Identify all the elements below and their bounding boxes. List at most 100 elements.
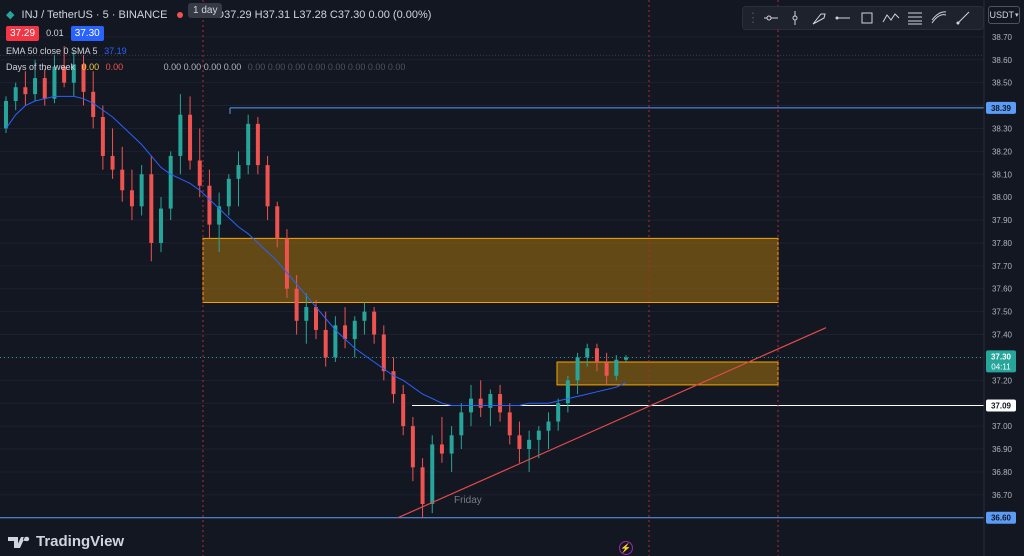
candle-body (323, 329, 328, 358)
candle-body (294, 288, 299, 321)
ohlc-values: O37.29 H37.31 L37.28 C37.30 0.00 (0.00%) (215, 9, 432, 21)
y-tick-label: 38.30 (992, 124, 1013, 133)
y-tick-label: 38.60 (992, 56, 1013, 65)
candle-body (71, 64, 76, 83)
ask-button[interactable]: 37.30 (70, 26, 104, 41)
candle-body (439, 444, 444, 454)
y-tick-label: 36.90 (992, 445, 1013, 454)
price-label: 37.09 (991, 402, 1012, 411)
candle-body (488, 394, 493, 408)
trend-line (397, 327, 827, 519)
price-label-box (986, 511, 1016, 524)
candle-body (624, 357, 628, 360)
bid-button[interactable]: 37.29 (6, 26, 40, 41)
candle-body (217, 206, 222, 225)
candle-body (265, 165, 270, 207)
candle-body (226, 178, 231, 207)
candle-body (42, 78, 47, 99)
y-tick-label: 36.80 (992, 468, 1013, 477)
candle-body (23, 87, 28, 95)
candle-body (149, 174, 154, 243)
y-tick-label: 37.50 (992, 308, 1013, 317)
y-tick-label: 38.10 (992, 170, 1013, 179)
candle-body (556, 403, 561, 422)
candle-body (352, 320, 357, 340)
candle-body (13, 87, 18, 101)
candle-body (459, 412, 464, 436)
trend-line-icon[interactable] (951, 8, 975, 28)
candle-body (207, 185, 212, 225)
ema-legend[interactable]: EMA 50 close 0 SMA 5 37.19 (6, 46, 131, 56)
candle-body (381, 334, 386, 372)
day-tooltip: 1 day (188, 3, 223, 18)
brush-icon[interactable] (807, 8, 831, 28)
friday-annotation: Friday (454, 495, 482, 506)
dow-label: Days of the week (6, 62, 76, 72)
candle-body (178, 114, 183, 156)
candle-body (420, 467, 425, 504)
candle-body (62, 66, 67, 83)
candle-body (585, 348, 590, 358)
current-price-box (986, 350, 1016, 373)
candle-body (91, 91, 96, 118)
dow-value-3: 0.00 0.00 0.00 0.00 (163, 62, 242, 72)
candle-body (33, 78, 38, 95)
price-label-box (986, 101, 1016, 114)
candle-body (333, 325, 338, 358)
currency-selector[interactable]: USDT ▾ (988, 6, 1020, 24)
symbol-title[interactable]: INJ / TetherUS · 5 · BINANCE (21, 9, 168, 21)
drag-handle-icon[interactable]: ⋮ (746, 10, 760, 25)
y-tick-label: 38.70 (992, 33, 1013, 42)
y-tick-label: 38.00 (992, 193, 1013, 202)
dow-value-4: 0.00 0.00 0.00 0.00 0.00 0.00 0.00 0.00 (247, 62, 406, 72)
candle-body (255, 123, 260, 166)
candle-body (110, 155, 115, 170)
candle-body (565, 380, 570, 404)
y-tick-label: 38.20 (992, 147, 1013, 156)
candle-body (236, 165, 241, 179)
candle-body (575, 357, 580, 381)
fib-icon[interactable] (903, 8, 927, 28)
candle-body (604, 362, 609, 376)
candle-body (546, 421, 551, 431)
y-tick-label: 37.80 (992, 239, 1013, 248)
ema-label: EMA 50 close 0 SMA 5 (6, 46, 98, 56)
countdown-label: 04:11 (991, 362, 1011, 371)
live-dot (177, 12, 184, 18)
y-tick-label: 38.50 (992, 79, 1013, 88)
candle-body (430, 444, 435, 504)
rectangle-icon[interactable] (855, 8, 879, 28)
path-icon[interactable] (879, 8, 903, 28)
candle-body (100, 117, 105, 156)
price-label: 38.39 (991, 104, 1012, 113)
spread-value: 0.01 (46, 28, 64, 38)
lightning-icon[interactable]: ⚡ (619, 541, 633, 555)
candle-body (314, 307, 318, 330)
candle-body (188, 114, 193, 161)
candle-body (498, 394, 503, 413)
logo-text: TradingView (36, 533, 125, 550)
ema-line (5, 95, 627, 406)
y-tick-label: 37.40 (992, 331, 1013, 340)
horizontal-ray-icon[interactable] (759, 8, 783, 28)
y-tick-label: 37.90 (992, 216, 1013, 225)
drawing-toolbar: ⋮ (742, 6, 984, 30)
curve-icon[interactable] (927, 8, 951, 28)
currency-label: USDT (989, 10, 1014, 20)
candle-body (401, 394, 406, 427)
tradingview-logo[interactable]: TradingView (8, 533, 124, 550)
candle-body (594, 348, 599, 363)
candle-body (129, 190, 134, 207)
candle-body (304, 307, 309, 321)
candle-body (507, 412, 512, 436)
price-label: 36.60 (991, 514, 1012, 523)
vertical-line-icon[interactable] (783, 8, 807, 28)
y-tick-label: 37.00 (992, 422, 1013, 431)
candle-body (4, 100, 8, 129)
tradingview-icon (8, 536, 30, 548)
dow-legend[interactable]: Days of the week 0.00 0.00 0.00 0.00 0.0… (6, 62, 409, 72)
horizontal-line-icon[interactable] (831, 8, 855, 28)
supply-zone (202, 237, 779, 303)
candle-body (372, 311, 377, 335)
